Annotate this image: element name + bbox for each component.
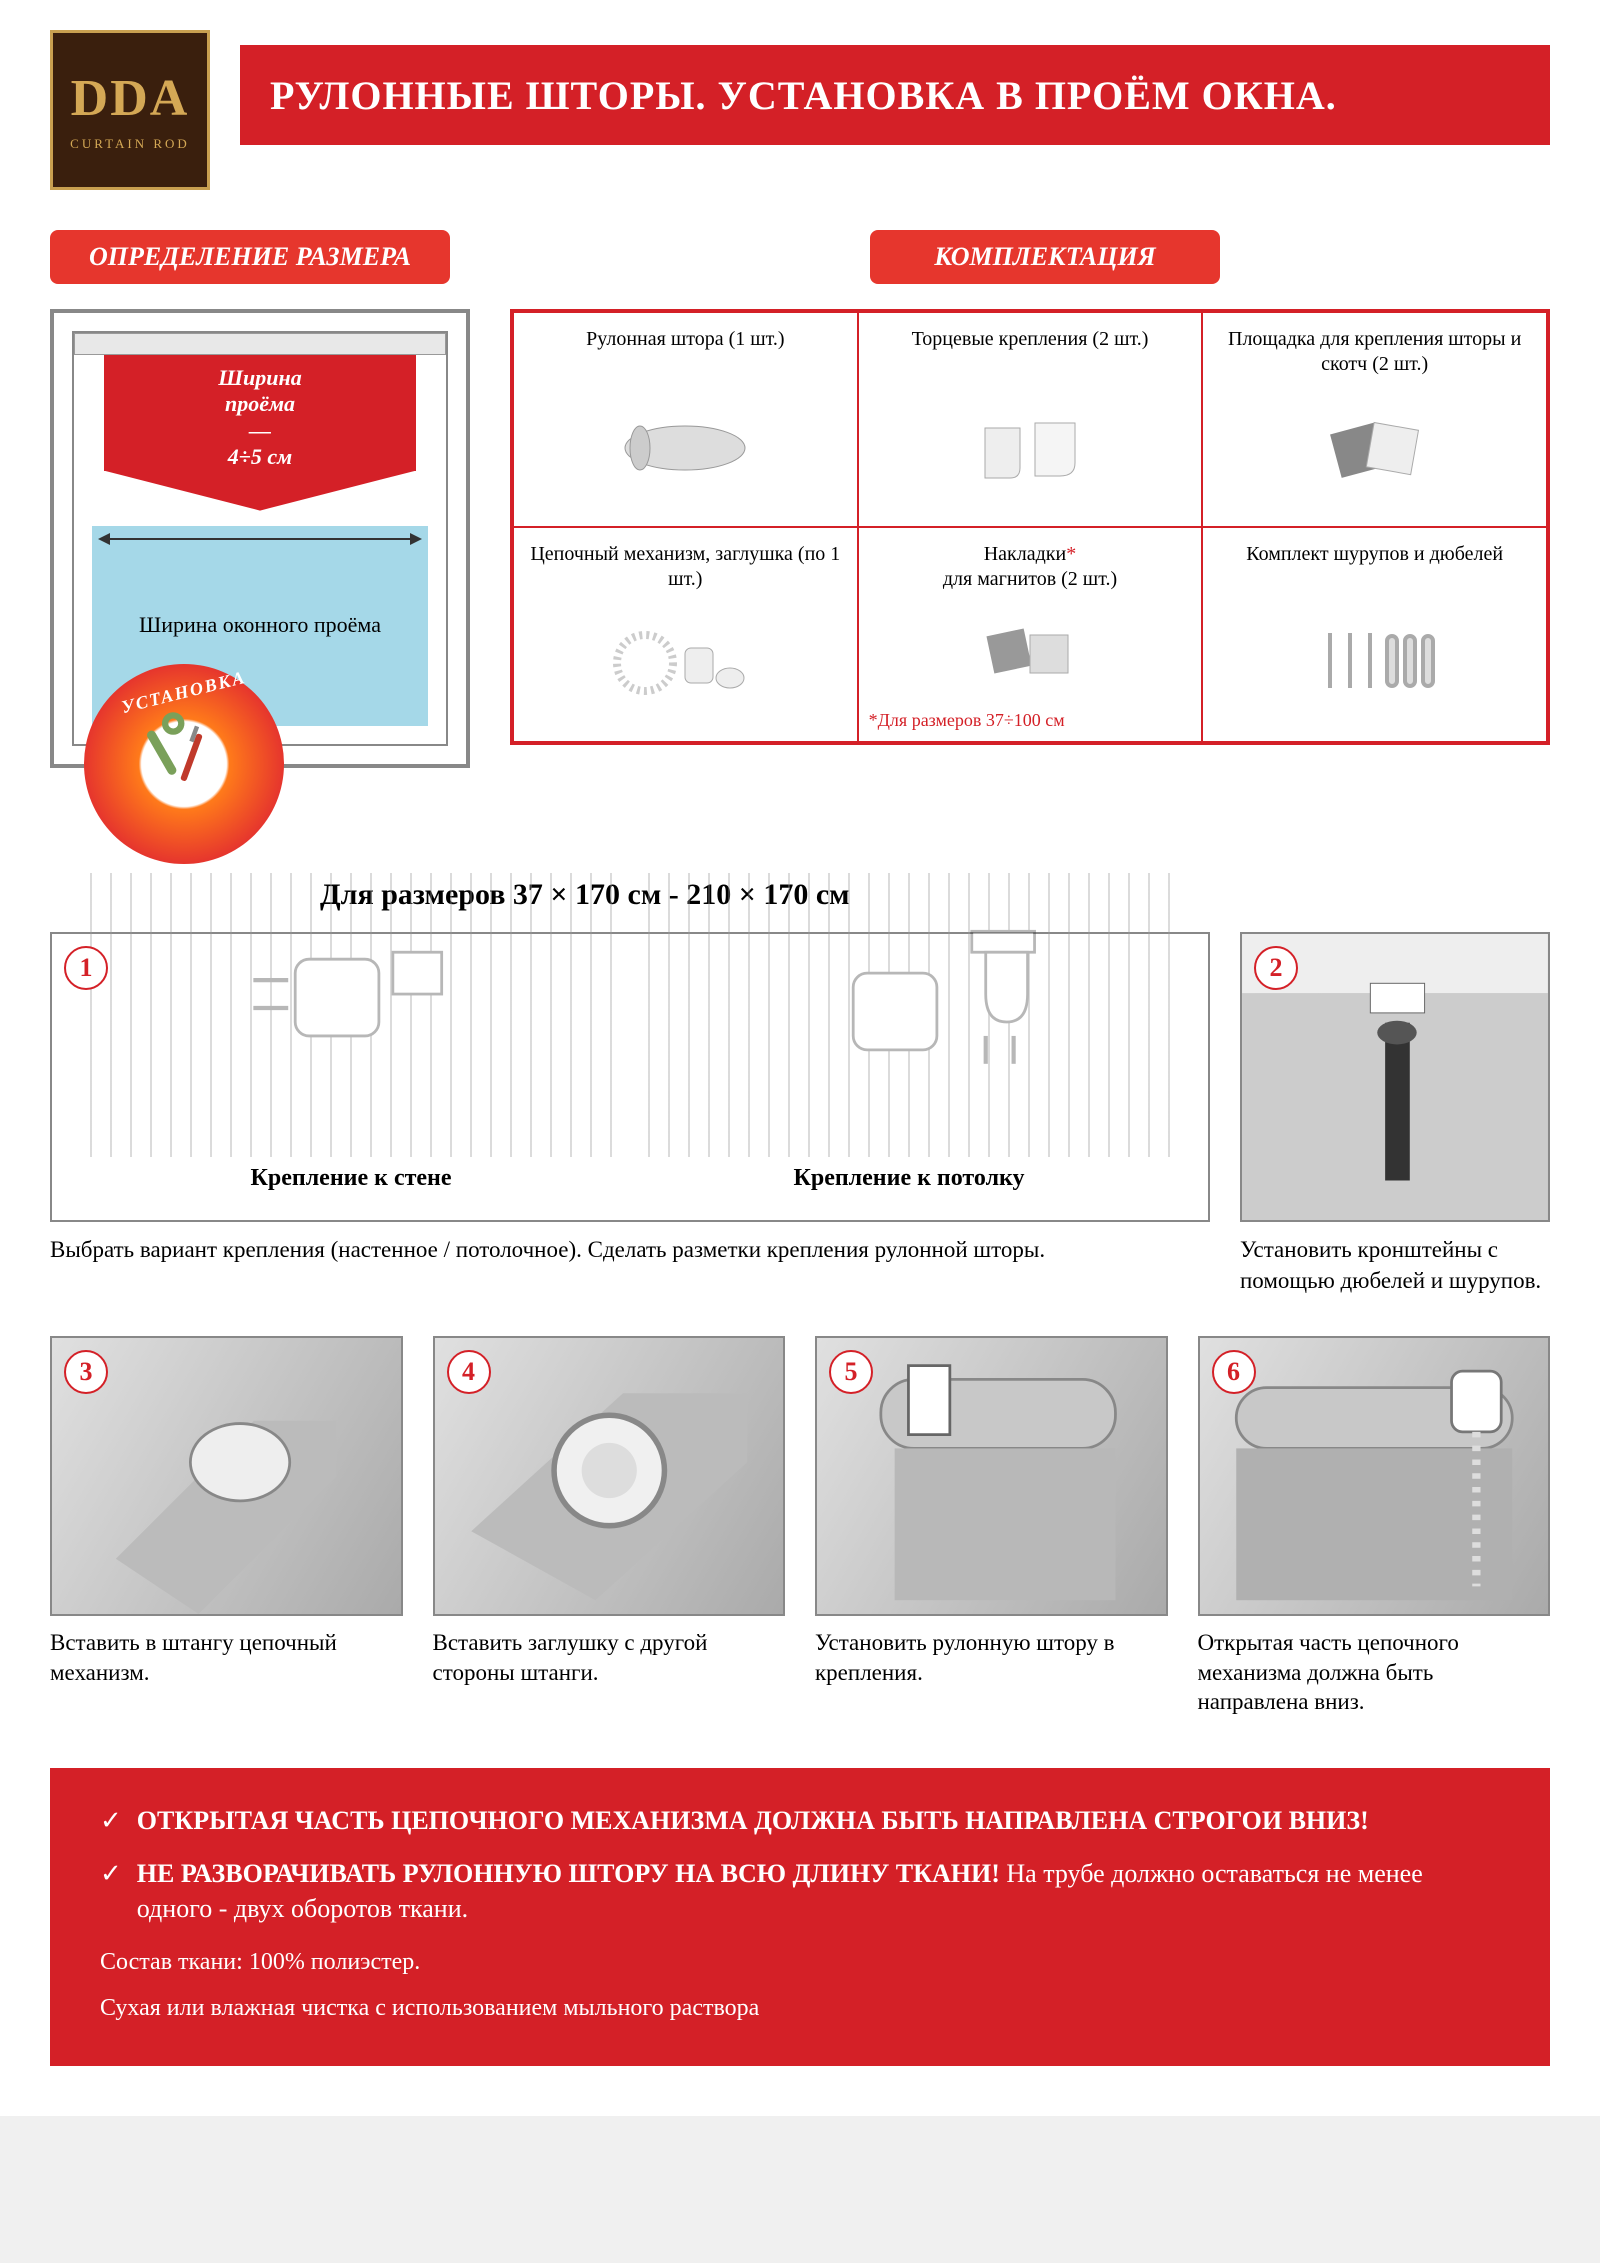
page: DDA CURTAIN ROD РУЛОННЫЕ ШТОРЫ. УСТАНОВК… [0, 0, 1600, 2116]
logo-main-text: DDA [71, 69, 190, 128]
brand-logo: DDA CURTAIN ROD [50, 30, 210, 190]
install-badge: УСТАНОВКА [84, 664, 284, 864]
tab-sizing: ОПРЕДЕЛЕНИЕ РАЗМЕРА [50, 230, 450, 284]
step-4: 4 Вставить заглушку с другой стороны шта… [433, 1336, 786, 1718]
warning-text-2a: НЕ РАЗВОРАЧИВАТЬ РУЛОННУЮ ШТОРУ НА ВСЮ Д… [137, 1859, 1000, 1888]
kit-panel: Рулонная штора (1 шт.) Торцевые креплени… [510, 309, 1550, 768]
check-icon: ✓ [100, 1803, 122, 1838]
warning-line-2: ✓ НЕ РАЗВОРАЧИВАТЬ РУЛОННУЮ ШТОРУ НА ВСЮ… [100, 1856, 1500, 1926]
step-3-caption: Вставить в штангу цепочный механизм. [50, 1628, 403, 1718]
step-number: 1 [64, 946, 108, 990]
step-5-image: 5 [815, 1336, 1168, 1616]
step-1-caption: Выбрать вариант крепления (настенное / п… [50, 1234, 1210, 1296]
step-6-image: 6 [1198, 1336, 1551, 1616]
kit-cell-plates: Площадка для крепления шторы и скотч (2 … [1202, 312, 1547, 527]
check-icon: ✓ [100, 1856, 122, 1926]
step-3-image: 3 [50, 1336, 403, 1616]
page-title: РУЛОННЫЕ ШТОРЫ. УСТАНОВКА В ПРОЁМ ОКНА. [270, 72, 1337, 119]
captions-row-1: Выбрать вариант крепления (настенное / п… [50, 1234, 1550, 1296]
logo-sub-text: CURTAIN ROD [70, 136, 190, 152]
warning-line-1: ✓ ОТКРЫТАЯ ЧАСТЬ ЦЕПОЧНОГО МЕХАНИЗМА ДОЛ… [100, 1803, 1500, 1838]
width-arrow-band: Ширина проёма — 4÷5 см [104, 355, 416, 471]
kit-label: Площадка для крепления шторы и скотч (2 … [1213, 327, 1536, 379]
warning-box: ✓ ОТКРЫТАЯ ЧАСТЬ ЦЕПОЧНОГО МЕХАНИЗМА ДОЛ… [50, 1768, 1550, 2066]
mount-wall: Крепление к стене [72, 954, 630, 1200]
ceiling-mount-diagram [630, 873, 1188, 1157]
kit-image-brackets [869, 379, 1192, 516]
roller-top [74, 333, 446, 355]
arrow-line2: проёма [109, 391, 411, 417]
kit-image-chain [524, 594, 847, 731]
kit-cell-blind: Рулонная штора (1 шт.) [513, 312, 858, 527]
kit-image-plates [1213, 379, 1536, 516]
step-number: 3 [64, 1350, 108, 1394]
arrow-line4: 4÷5 см [109, 444, 411, 470]
kit-label: Рулонная штора (1 шт.) [524, 327, 847, 379]
material-info-1: Состав ткани: 100% полиэстер. [100, 1944, 1500, 1980]
step-1-panel: 1 Крепление к стене [50, 932, 1210, 1222]
kit-label: Цепочный механизм, заглушка (по 1 шт.) [524, 542, 847, 594]
arrow-line1: Ширина [109, 365, 411, 391]
steps-row-2: 3 Вставить в штангу цепочный механизм. 4… [50, 1336, 1550, 1718]
mount-ceiling-label: Крепление к потолку [793, 1157, 1024, 1200]
steps-row-1: 1 Крепление к стене [50, 932, 1550, 1222]
step-6: 6 Открытая часть цепочного механизма дол… [1198, 1336, 1551, 1718]
step-number: 2 [1254, 946, 1298, 990]
mount-wall-label: Крепление к стене [250, 1157, 451, 1200]
step-5: 5 Установить рулонную штору в крепления. [815, 1336, 1168, 1718]
kit-label: Накладки* для магнитов (2 шт.) [869, 542, 1192, 594]
warning-text-1: ОТКРЫТАЯ ЧАСТЬ ЦЕПОЧНОГО МЕХАНИЗМА ДОЛЖН… [137, 1803, 1369, 1838]
mount-ceiling: Крепление к потолку [630, 954, 1188, 1200]
kit-cell-chain: Цепочный механизм, заглушка (по 1 шт.) [513, 527, 858, 742]
glass-label: Ширина оконного проёма [139, 611, 381, 640]
kit-note: *Для размеров 37÷100 см [869, 710, 1192, 731]
step-5-caption: Установить рулонную штору в крепления. [815, 1628, 1168, 1718]
kit-cell-magnets: Накладки* для магнитов (2 шт.) *Для разм… [858, 527, 1203, 742]
step-2-caption: Установить кронштейны с помощью дюбелей … [1240, 1234, 1550, 1296]
arrow-line3: — [109, 418, 411, 444]
step-4-image: 4 [433, 1336, 786, 1616]
step-3: 3 Вставить в штангу цепочный механизм. [50, 1336, 403, 1718]
step-number: 6 [1212, 1350, 1256, 1394]
wall-mount-diagram [72, 873, 630, 1157]
kit-label: Комплект шурупов и дюбелей [1213, 542, 1536, 594]
step-6-caption: Открытая часть цепочного механизма должн… [1198, 1628, 1551, 1718]
kit-cell-screws: Комплект шурупов и дюбелей [1202, 527, 1547, 742]
footer-space [0, 2066, 1600, 2116]
top-row: Ширина проёма — 4÷5 см Ширина оконного п… [50, 309, 1550, 768]
material-info-2: Сухая или влажная чистка с использование… [100, 1990, 1500, 2026]
kit-label: Торцевые крепления (2 шт.) [869, 327, 1192, 379]
kit-image-blind [524, 379, 847, 516]
tab-kit: КОМПЛЕКТАЦИЯ [870, 230, 1220, 284]
kit-image-magnets [869, 594, 1192, 710]
width-dimension-arrow [100, 538, 420, 540]
window-frame: Ширина проёма — 4÷5 см Ширина оконного п… [50, 309, 470, 768]
step-number: 5 [829, 1350, 873, 1394]
tools-icon [139, 710, 229, 818]
header: DDA CURTAIN ROD РУЛОННЫЕ ШТОРЫ. УСТАНОВК… [0, 0, 1600, 190]
kit-image-screws [1213, 594, 1536, 731]
kit-grid: Рулонная штора (1 шт.) Торцевые креплени… [510, 309, 1550, 745]
title-bar: РУЛОННЫЕ ШТОРЫ. УСТАНОВКА В ПРОЁМ ОКНА. [240, 45, 1550, 145]
step-4-caption: Вставить заглушку с другой стороны штанг… [433, 1628, 786, 1718]
section-tabs: ОПРЕДЕЛЕНИЕ РАЗМЕРА КОМПЛЕКТАЦИЯ [50, 230, 1550, 284]
step-number: 4 [447, 1350, 491, 1394]
kit-cell-brackets: Торцевые крепления (2 шт.) [858, 312, 1203, 527]
step-2-panel: 2 [1240, 932, 1550, 1222]
sizing-panel: Ширина проёма — 4÷5 см Ширина оконного п… [50, 309, 470, 768]
